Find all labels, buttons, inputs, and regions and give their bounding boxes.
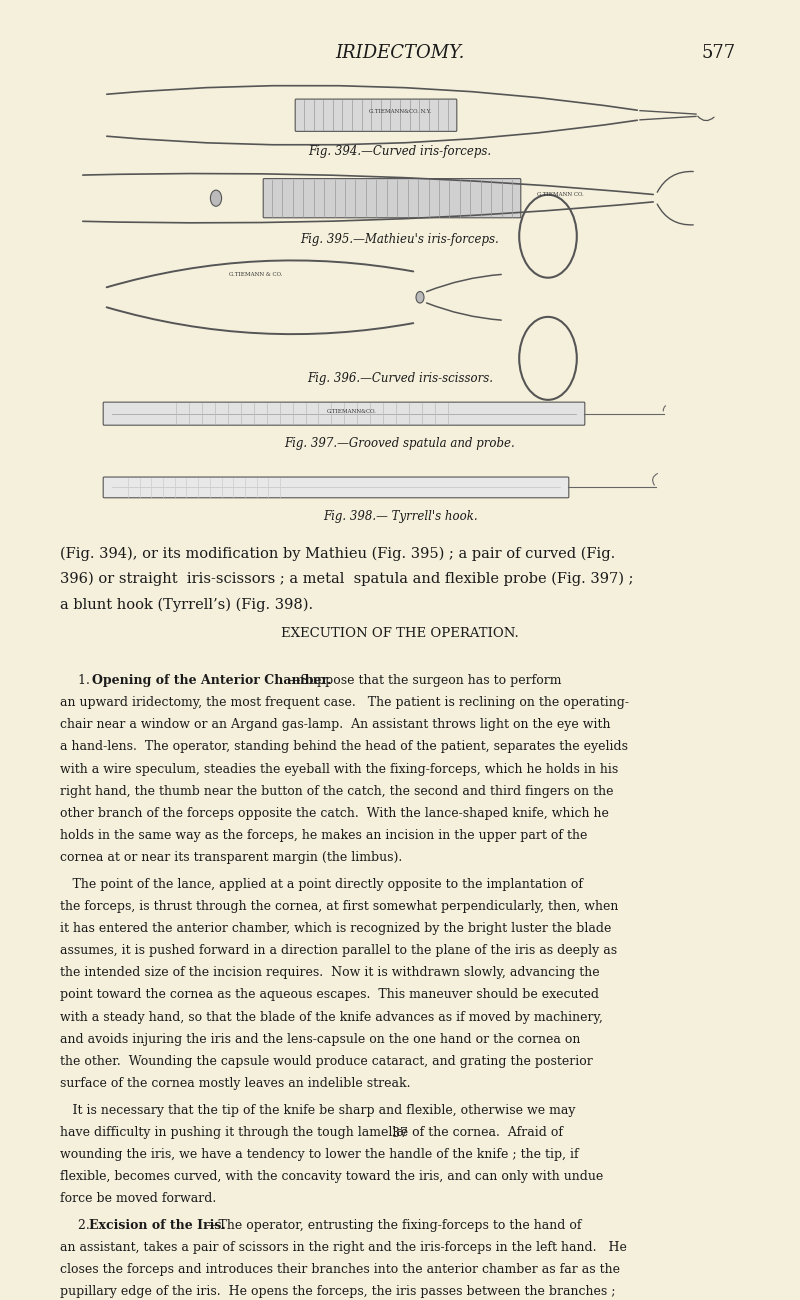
- Text: Opening of the Anterior Chamber.: Opening of the Anterior Chamber.: [92, 675, 331, 688]
- Text: it has entered the anterior chamber, which is recognized by the bright luster th: it has entered the anterior chamber, whi…: [60, 922, 611, 935]
- Text: —Suppose that the surgeon has to perform: —Suppose that the surgeon has to perform: [288, 675, 562, 688]
- Circle shape: [519, 317, 577, 400]
- Text: Fig. 395.—Mathieu's iris-forceps.: Fig. 395.—Mathieu's iris-forceps.: [301, 233, 499, 246]
- Text: Fig. 397.—Grooved spatula and probe.: Fig. 397.—Grooved spatula and probe.: [285, 437, 515, 450]
- Text: IRIDECTOMY.: IRIDECTOMY.: [335, 44, 465, 62]
- FancyBboxPatch shape: [295, 99, 457, 131]
- Text: —The operator, entrusting the fixing-forceps to the hand of: —The operator, entrusting the fixing-for…: [206, 1219, 581, 1232]
- Text: chair near a window or an Argand gas-lamp.  An assistant throws light on the eye: chair near a window or an Argand gas-lam…: [60, 719, 610, 732]
- Circle shape: [416, 291, 424, 303]
- Text: with a steady hand, so that the blade of the knife advances as if moved by machi: with a steady hand, so that the blade of…: [60, 1010, 603, 1023]
- Text: force be moved forward.: force be moved forward.: [60, 1192, 216, 1205]
- Text: Fig. 396.—Curved iris-scissors.: Fig. 396.—Curved iris-scissors.: [307, 372, 493, 385]
- Text: Excision of the Iris.: Excision of the Iris.: [89, 1219, 226, 1232]
- Text: G.TIEMANN & CO.: G.TIEMANN & CO.: [230, 272, 282, 277]
- Text: 396) or straight  iris-scissors ; a metal  spatula and flexible probe (Fig. 397): 396) or straight iris-scissors ; a metal…: [60, 572, 634, 586]
- Text: the intended size of the incision requires.  Now it is withdrawn slowly, advanci: the intended size of the incision requir…: [60, 966, 600, 979]
- Text: surface of the cornea mostly leaves an indelible streak.: surface of the cornea mostly leaves an i…: [60, 1076, 410, 1089]
- Text: cornea at or near its transparent margin (the limbus).: cornea at or near its transparent margin…: [60, 852, 402, 864]
- Text: wounding the iris, we have a tendency to lower the handle of the knife ; the tip: wounding the iris, we have a tendency to…: [60, 1148, 578, 1161]
- Text: Fig. 398.— Tyrrell's hook.: Fig. 398.— Tyrrell's hook.: [322, 511, 478, 524]
- Text: assumes, it is pushed forward in a direction parallel to the plane of the iris a: assumes, it is pushed forward in a direc…: [60, 944, 617, 957]
- Text: 2.: 2.: [78, 1219, 94, 1232]
- Text: a hand-lens.  The operator, standing behind the head of the patient, separates t: a hand-lens. The operator, standing behi…: [60, 741, 628, 754]
- Text: point toward the cornea as the aqueous escapes.  This maneuver should be execute: point toward the cornea as the aqueous e…: [60, 988, 599, 1001]
- Text: right hand, the thumb near the button of the catch, the second and third fingers: right hand, the thumb near the button of…: [60, 785, 614, 798]
- Text: an upward iridectomy, the most frequent case.   The patient is reclining on the : an upward iridectomy, the most frequent …: [60, 697, 629, 710]
- Text: and avoids injuring the iris and the lens-capsule on the one hand or the cornea : and avoids injuring the iris and the len…: [60, 1032, 580, 1045]
- Text: flexible, becomes curved, with the concavity toward the iris, and can only with : flexible, becomes curved, with the conca…: [60, 1170, 603, 1183]
- Text: 1.: 1.: [78, 675, 94, 688]
- FancyBboxPatch shape: [103, 402, 585, 425]
- Text: Fig. 394.—Curved iris-forceps.: Fig. 394.—Curved iris-forceps.: [309, 146, 491, 159]
- Text: the forceps, is thrust through the cornea, at first somewhat perpendicularly, th: the forceps, is thrust through the corne…: [60, 900, 618, 913]
- Text: EXECUTION OF THE OPERATION.: EXECUTION OF THE OPERATION.: [281, 627, 519, 640]
- Text: G.TIEMANN&CO. N.Y.: G.TIEMANN&CO. N.Y.: [369, 109, 431, 114]
- FancyBboxPatch shape: [263, 178, 521, 218]
- Circle shape: [210, 190, 222, 207]
- Text: pupillary edge of the iris.  He opens the forceps, the iris passes between the b: pupillary edge of the iris. He opens the…: [60, 1286, 615, 1299]
- Text: the other.  Wounding the capsule would produce cataract, and grating the posteri: the other. Wounding the capsule would pr…: [60, 1054, 593, 1067]
- Text: G.TIEMANN CO.: G.TIEMANN CO.: [537, 192, 583, 198]
- Text: G.TIEMANN&CO.: G.TIEMANN&CO.: [327, 410, 377, 413]
- Text: 577: 577: [702, 44, 736, 62]
- Text: other branch of the forceps opposite the catch.  With the lance-shaped knife, wh: other branch of the forceps opposite the…: [60, 807, 609, 820]
- Text: closes the forceps and introduces their branches into the anterior chamber as fa: closes the forceps and introduces their …: [60, 1264, 620, 1277]
- Text: The point of the lance, applied at a point directly opposite to the implantation: The point of the lance, applied at a poi…: [60, 878, 583, 891]
- Text: 37: 37: [392, 1127, 408, 1140]
- Text: have difficulty in pushing it through the tough lamellæ of the cornea.  Afraid o: have difficulty in pushing it through th…: [60, 1126, 563, 1139]
- Text: with a wire speculum, steadies the eyeball with the fixing-forceps, which he hol: with a wire speculum, steadies the eyeba…: [60, 763, 618, 776]
- Text: It is necessary that the tip of the knife be sharp and flexible, otherwise we ma: It is necessary that the tip of the knif…: [60, 1104, 575, 1117]
- Circle shape: [519, 195, 577, 278]
- Text: (Fig. 394), or its modification by Mathieu (Fig. 395) ; a pair of curved (Fig.: (Fig. 394), or its modification by Mathi…: [60, 546, 615, 560]
- Text: holds in the same way as the forceps, he makes an incision in the upper part of : holds in the same way as the forceps, he…: [60, 829, 587, 842]
- Text: a blunt hook (Tyrrell’s) (Fig. 398).: a blunt hook (Tyrrell’s) (Fig. 398).: [60, 598, 313, 612]
- FancyBboxPatch shape: [103, 477, 569, 498]
- Text: an assistant, takes a pair of scissors in the right and the iris-forceps in the : an assistant, takes a pair of scissors i…: [60, 1242, 627, 1254]
